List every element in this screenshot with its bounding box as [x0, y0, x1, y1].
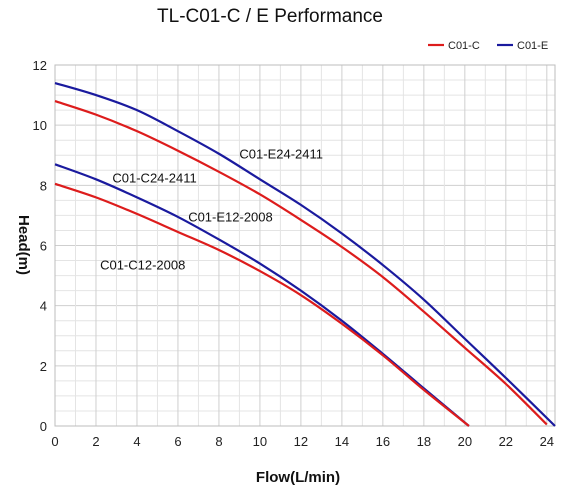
x-tick-label: 12	[294, 434, 308, 449]
legend: C01-C C01-E	[428, 40, 548, 52]
y-axis-ticks: 0 2 4 6 8 10 12	[33, 58, 47, 434]
x-axis-label: Flow(L/min)	[256, 469, 340, 486]
plot-frame	[54, 64, 556, 427]
x-tick-label: 10	[253, 434, 267, 449]
y-tick-label: 4	[40, 299, 47, 314]
y-tick-label: 0	[40, 419, 47, 434]
x-tick-label: 8	[215, 434, 222, 449]
series-line-c01-e12-2008	[54, 163, 470, 427]
x-tick-label: 4	[133, 434, 140, 449]
x-tick-label: 2	[92, 434, 99, 449]
series-line-c01-e24-2411	[54, 81, 556, 427]
y-tick-label: 2	[40, 359, 47, 374]
series-line-c01-c12-2008	[54, 182, 470, 427]
legend-label-c01-c: C01-C	[448, 40, 480, 52]
curve-label: C01-C24-2411	[112, 170, 196, 185]
y-tick-label: 12	[33, 58, 47, 73]
y-tick-label: 8	[40, 178, 47, 193]
chart-title: TL-C01-C / E Performance	[157, 6, 383, 27]
x-tick-label: 6	[174, 434, 181, 449]
y-tick-label: 10	[33, 118, 47, 133]
curve-annotations: C01-E24-2411 C01-C24-2411 C01-E12-2008 C01-…	[100, 146, 323, 272]
legend-label-c01-e: C01-E	[517, 40, 548, 52]
y-axis-label: Head(m)	[15, 215, 32, 275]
series-line-c01-c24-2411	[54, 100, 548, 426]
curve-label: C01-C12-2008	[100, 258, 185, 273]
x-tick-label: 16	[376, 434, 390, 449]
y-tick-label: 6	[40, 239, 47, 254]
x-axis-ticks: 0 2 4 6 8 10 12 14 16 18 20 22 24	[51, 434, 554, 449]
curve-label: C01-E24-2411	[239, 146, 323, 161]
x-tick-label: 18	[417, 434, 431, 449]
x-tick-label: 24	[540, 434, 554, 449]
curves	[54, 81, 556, 427]
x-tick-label: 22	[499, 434, 513, 449]
x-tick-label: 0	[51, 434, 58, 449]
plot-border	[54, 64, 556, 427]
x-tick-label: 20	[458, 434, 472, 449]
curve-label: C01-E12-2008	[188, 209, 273, 224]
grid	[54, 64, 555, 427]
x-tick-label: 14	[335, 434, 349, 449]
